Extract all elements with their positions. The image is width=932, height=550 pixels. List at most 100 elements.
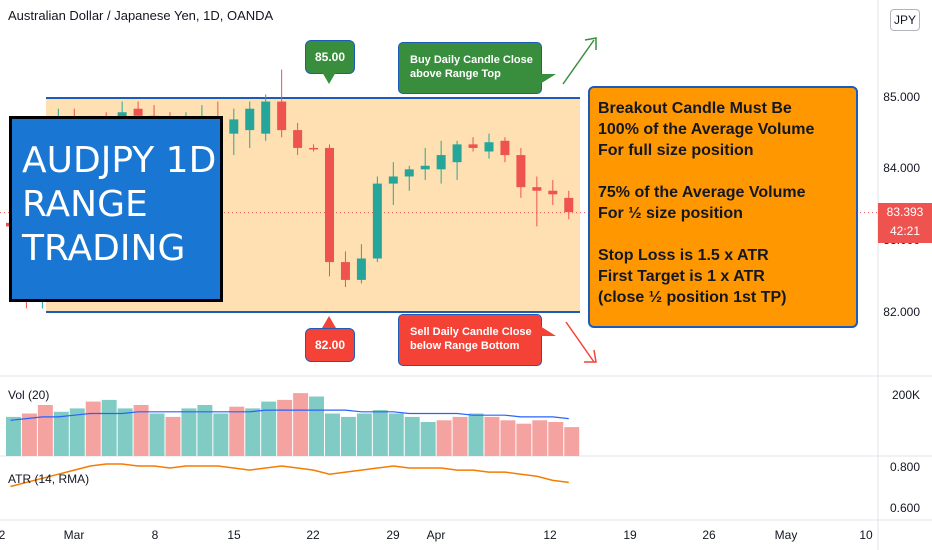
- buy-note-bubble: Buy Daily Candle Close above Range Top: [398, 42, 542, 94]
- volume-bar: [468, 413, 484, 456]
- candle-body: [548, 190, 558, 195]
- rule-line-1: Breakout Candle Must Be: [598, 100, 792, 117]
- volume-bar: [564, 427, 580, 456]
- candle-body: [372, 183, 382, 259]
- buy-note-tail: [540, 74, 556, 84]
- range-bottom-label-tail: [322, 316, 336, 328]
- volume-ma-line: [10, 409, 569, 421]
- currency-selector[interactable]: JPY: [890, 9, 920, 31]
- candle-body: [356, 258, 366, 280]
- sell-note-line-2: below Range Bottom: [410, 340, 520, 352]
- volume-bar: [340, 416, 356, 456]
- bar-countdown: 42:21: [889, 224, 921, 238]
- atr-tick-0800: 0.800: [889, 460, 920, 474]
- volume-bar: [229, 406, 245, 456]
- candle-body: [516, 155, 526, 188]
- volume-bar: [484, 416, 500, 456]
- candle-body: [452, 144, 462, 163]
- volume-bar: [277, 399, 293, 456]
- rule-line-6: For ½ size position: [598, 205, 743, 222]
- candle-body: [245, 108, 255, 131]
- volume-bar: [101, 399, 117, 456]
- x-tick-may: May: [774, 528, 798, 542]
- volume-bar: [165, 416, 181, 456]
- x-tick-2: 2: [0, 528, 6, 542]
- volume-bar: [548, 422, 564, 456]
- range-top-label-tail: [322, 72, 336, 84]
- volume-bar: [213, 413, 229, 456]
- x-tick-12: 12: [543, 528, 557, 542]
- candle-body: [484, 142, 494, 152]
- last-price-tag: 83.393 42:21: [878, 203, 932, 243]
- x-tick-15: 15: [227, 528, 241, 542]
- volume-bar: [6, 416, 21, 456]
- volume-bar: [117, 408, 133, 456]
- candle-body: [404, 169, 414, 177]
- volume-bar: [53, 411, 69, 456]
- buy-note-line-1: Buy Daily Candle Close: [410, 54, 533, 66]
- volume-bar: [69, 408, 85, 456]
- volume-bar: [245, 408, 261, 456]
- chart-title: Australian Dollar / Japanese Yen, 1D, OA…: [8, 8, 274, 23]
- volume-bar: [452, 416, 468, 456]
- breakout-rules-box: Breakout Candle Must Be 100% of the Aver…: [588, 86, 858, 328]
- volume-pane-label: Vol (20): [8, 388, 50, 402]
- candle-body: [309, 147, 319, 150]
- volume-bar: [85, 401, 101, 456]
- candle-body: [420, 165, 430, 170]
- candle-body: [388, 176, 398, 184]
- volume-bar: [21, 413, 37, 456]
- rule-line-9: First Target is 1 x ATR: [598, 268, 765, 285]
- volume-bar: [37, 405, 53, 456]
- sell-note-bubble: Sell Daily Candle Close below Range Bott…: [398, 314, 542, 366]
- rule-line-10: (close ½ position 1st TP): [598, 289, 787, 306]
- candle-body: [229, 119, 239, 134]
- volume-tick-200k: 200K: [891, 388, 920, 402]
- sell-note-line-1: Sell Daily Candle Close: [410, 326, 532, 338]
- volume-bar: [500, 420, 516, 456]
- x-tick-29: 29: [386, 528, 400, 542]
- x-tick-apr: Apr: [426, 528, 446, 542]
- volume-bar: [532, 420, 548, 456]
- main-label-line-3: TRADING: [22, 228, 186, 269]
- volume-bar: [325, 413, 340, 456]
- x-tick-8: 8: [151, 528, 159, 542]
- candle-body: [468, 144, 478, 148]
- buy-arrow-head: [584, 37, 597, 50]
- x-tick-mar: Mar: [63, 528, 85, 542]
- main-label-line-1: AUDJPY 1D: [22, 140, 217, 181]
- volume-bar: [133, 405, 149, 456]
- atr-pane-label: ATR (14, RMA): [8, 472, 90, 486]
- atr-tick-0600: 0.600: [889, 501, 920, 515]
- volume-bar: [149, 413, 165, 456]
- candle-body: [325, 147, 334, 263]
- volume-bar: [436, 420, 452, 456]
- buy-arrow-line: [562, 39, 595, 85]
- rule-line-5: 75% of the Average Volume: [598, 184, 806, 201]
- volume-bar: [181, 408, 197, 456]
- candle-body: [277, 101, 287, 131]
- candle-body: [436, 155, 446, 170]
- y-tick-84: 84.000: [883, 161, 920, 175]
- candle-body: [340, 262, 350, 280]
- candle-body: [564, 197, 574, 213]
- rule-line-8: Stop Loss is 1.5 x ATR: [598, 247, 769, 264]
- x-tick-22: 22: [306, 528, 320, 542]
- volume-bar: [388, 413, 404, 456]
- volume-bar: [261, 401, 277, 456]
- sell-arrow-line: [565, 321, 595, 363]
- volume-bar: [197, 405, 213, 456]
- candle-body: [293, 130, 303, 148]
- audjpy-range-label: AUDJPY 1D RANGE TRADING: [9, 116, 223, 302]
- buy-note-line-2: above Range Top: [410, 68, 501, 80]
- volume-bar: [516, 423, 532, 456]
- atr-line: [10, 463, 569, 488]
- main-label-line-2: RANGE: [22, 184, 148, 225]
- y-tick-85: 85.000: [883, 90, 920, 104]
- sell-note-tail: [540, 326, 556, 336]
- rule-line-2: 100% of the Average Volume: [598, 121, 815, 138]
- x-tick-10: 10: [859, 528, 873, 542]
- range-top-label: 85.00: [305, 40, 355, 74]
- volume-bar: [372, 410, 388, 456]
- volume-bar: [356, 413, 372, 456]
